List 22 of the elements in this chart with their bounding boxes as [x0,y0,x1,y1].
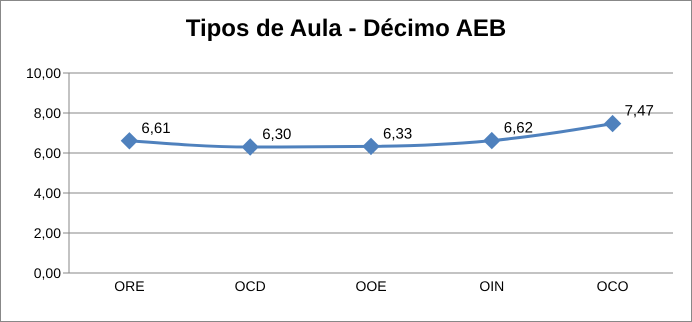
y-tick-label: 4,00 [34,184,62,201]
point [120,132,138,150]
point [362,138,380,155]
point [242,138,259,156]
y-tick-label: 6,00 [34,144,62,161]
point [604,115,622,132]
x-tick-label: OIN [479,278,504,294]
y-tick-label: 0,00 [34,264,62,281]
point [483,132,500,150]
x-tick-label: ORE [114,278,145,294]
data-label: 6,30 [262,126,292,143]
data-label: 7,47 [624,102,654,120]
chart-title: Tipos de Aula - Décimo AEB [184,15,508,43]
x-tick-label: OCD [234,278,266,294]
y-tick-label: 8,00 [34,104,62,121]
y-tick-label: 10,00 [26,64,62,81]
data-label: 6,62 [504,120,534,137]
data-label: 6,33 [383,125,412,142]
x-tick-label: OOE [355,278,387,294]
data-label: 6,61 [141,120,171,137]
y-tick-label: 2,00 [34,224,62,241]
x-tick-label: OCO [596,278,629,294]
